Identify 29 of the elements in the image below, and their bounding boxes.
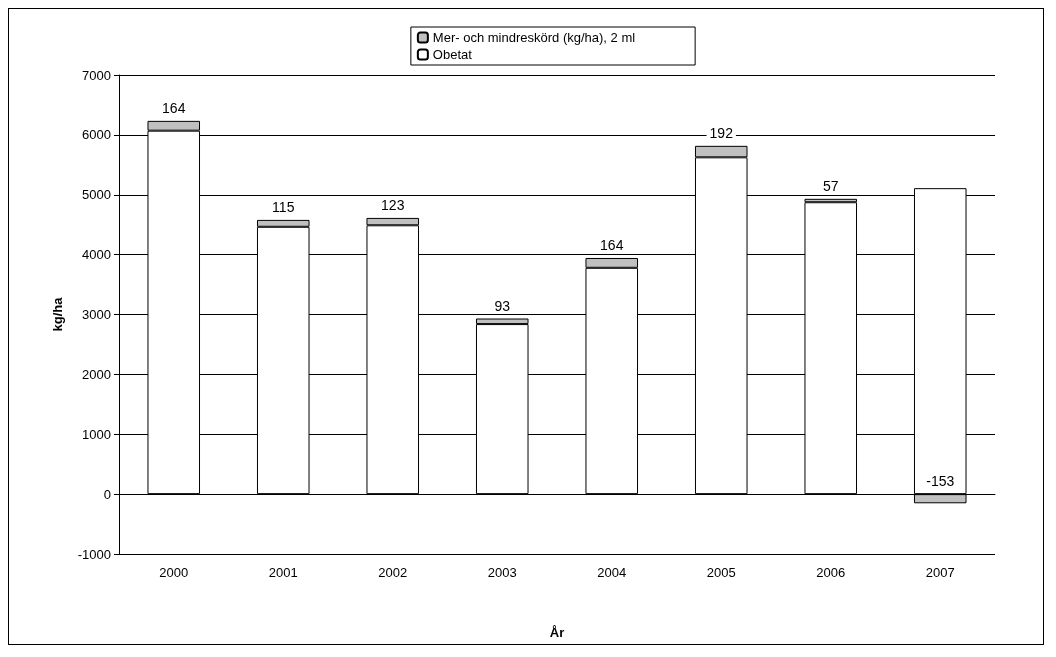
- x-tick-label: 2003: [487, 565, 517, 580]
- x-tick-label: 2004: [597, 565, 627, 580]
- data-label: 93: [494, 297, 511, 314]
- y-tick-label: 7000: [82, 67, 111, 83]
- x-tick-label: 2002: [378, 565, 408, 580]
- legend-label: Mer- och mindreskörd (kg/ha), 2 ml: [432, 30, 636, 45]
- x-tick-label: 2006: [816, 565, 846, 580]
- data-label: 192: [709, 124, 734, 141]
- y-tick-label: -1000: [77, 546, 111, 562]
- x-tick-label: 2000: [159, 565, 189, 580]
- x-tick-label: 2007: [925, 565, 955, 580]
- y-tick-label: 2000: [82, 366, 111, 382]
- x-tick-label: 2001: [268, 565, 298, 580]
- y-tick-label: 6000: [82, 127, 111, 143]
- y-tick-label: 4000: [82, 247, 111, 263]
- y-axis-title: kg/ha: [50, 296, 65, 332]
- data-label: 123: [381, 196, 405, 213]
- y-tick-label: 0: [103, 486, 111, 502]
- data-label: 115: [272, 198, 295, 215]
- data-label: 164: [600, 236, 624, 253]
- data-label: 164: [162, 99, 186, 116]
- data-label: 57: [822, 177, 839, 194]
- x-axis-title: År: [549, 625, 565, 640]
- y-tick-label: 1000: [82, 426, 111, 442]
- y-tick-label: 3000: [82, 307, 111, 322]
- data-label: -153: [926, 473, 955, 490]
- y-tick-label: 5000: [82, 187, 111, 203]
- legend-label: Obetat: [432, 47, 473, 62]
- x-tick-label: 2005: [706, 565, 736, 580]
